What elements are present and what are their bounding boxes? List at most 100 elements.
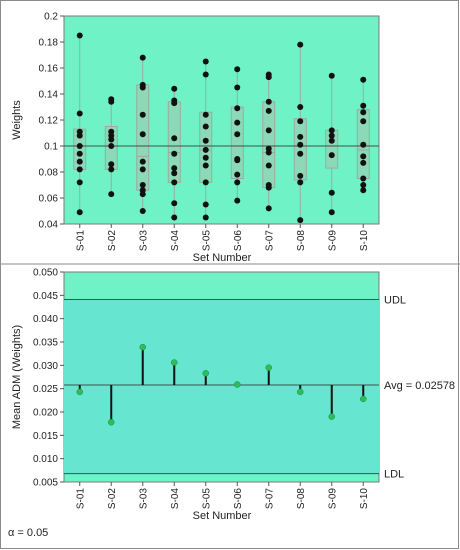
weights-y-tick-label: 0.2	[44, 12, 58, 23]
weight-point	[202, 146, 209, 153]
weight-point	[202, 137, 209, 144]
weight-point	[139, 208, 146, 214]
weight-point	[108, 98, 115, 105]
weight-point	[108, 161, 115, 168]
weight-point	[108, 191, 115, 198]
mean-point	[108, 419, 115, 426]
weight-point	[108, 166, 115, 173]
weight-point	[76, 179, 83, 186]
mean-point	[139, 343, 146, 351]
weights-plot-area	[63, 15, 380, 225]
adm-y-tick-label: 0.020	[33, 408, 58, 419]
weight-point	[202, 214, 209, 221]
weight-point	[360, 175, 367, 182]
weight-point	[234, 197, 241, 204]
box-body	[293, 118, 307, 181]
adm-y-tick-label: 0.050	[33, 268, 58, 279]
mean-point	[360, 395, 367, 403]
weight-point	[76, 209, 83, 216]
weight-point	[265, 127, 272, 134]
weights-x-tick-label: S-02	[107, 230, 118, 252]
weight-point	[202, 123, 209, 130]
weights-by-set-chart: 0.040.060.080.10.120.140.160.180.2 S-01 S…	[11, 12, 380, 264]
weight-point	[171, 135, 178, 142]
weights-x-tick-label: S-03	[138, 230, 149, 252]
mean-point	[297, 388, 304, 396]
weight-point	[108, 143, 115, 149]
weight-point	[108, 136, 115, 143]
weight-point	[360, 102, 367, 109]
adm-x-tick-label: S-07	[264, 488, 275, 510]
weight-point	[328, 137, 335, 144]
adm-x-tick-label: S-04	[170, 488, 181, 510]
adm-x-tick-label: S-06	[233, 488, 244, 510]
weight-point	[297, 141, 304, 148]
adm-x-tick-label: S-01	[75, 488, 86, 510]
mean-point	[328, 413, 335, 420]
weight-point	[171, 179, 178, 186]
weight-point	[360, 141, 367, 148]
box-body	[136, 84, 150, 191]
mean-point	[202, 370, 209, 377]
adm-y-tick-label: 0.030	[33, 361, 58, 372]
adm-y-axis-title: Mean ADM (Weights)	[11, 325, 23, 429]
weight-point	[360, 109, 367, 116]
weights-y-tick-label: 0.14	[39, 90, 59, 101]
weight-point	[297, 104, 304, 110]
weight-point	[234, 66, 241, 73]
weight-point	[202, 179, 209, 186]
weight-point	[297, 133, 304, 140]
weight-point	[360, 153, 367, 160]
adm-y-tick-label: 0.005	[33, 478, 58, 489]
weights-x-tick-label: S-05	[201, 230, 212, 252]
weights-x-axis-title: Set Number	[193, 252, 252, 264]
adm-x-tick-label: S-08	[296, 488, 307, 510]
weight-point	[202, 71, 209, 78]
weight-point	[297, 172, 304, 179]
weight-point	[171, 200, 178, 207]
weight-point	[76, 166, 83, 173]
weight-point	[328, 152, 335, 159]
weight-point	[360, 187, 367, 194]
adm-x-tick-label: S-10	[359, 488, 370, 510]
weight-point	[202, 58, 209, 65]
weight-point	[171, 150, 178, 157]
weight-point	[328, 72, 335, 79]
weights-x-tick-label: S-10	[359, 230, 370, 252]
weights-y-tick-label: 0.12	[39, 116, 59, 127]
weight-point	[297, 41, 304, 48]
mean-point	[265, 364, 272, 371]
weights-y-tick-label: 0.1	[44, 142, 58, 153]
weights-x-tick-label: S-01	[75, 230, 86, 252]
weight-point	[265, 98, 272, 105]
adm-y-tick-labels: 0.005 0.010 0.015 0.020 0.025 0.030 0.035 0.040…	[33, 268, 64, 489]
weight-point	[139, 54, 146, 61]
weight-point	[171, 214, 178, 221]
adm-y-tick-label: 0.040	[33, 314, 58, 325]
decision-limit-band	[64, 299, 379, 474]
weight-point	[297, 118, 304, 125]
weight-point	[139, 158, 146, 165]
weight-point	[297, 217, 304, 224]
weight-point	[76, 158, 83, 165]
weights-x-tick-label: S-07	[264, 230, 275, 252]
mean-point	[234, 381, 241, 388]
weight-point	[76, 110, 83, 117]
mean-point	[76, 388, 83, 396]
weight-point	[76, 132, 83, 139]
weight-point	[360, 118, 367, 125]
udl-label: UDL	[384, 295, 406, 307]
adm-y-tick-label: 0.015	[33, 431, 58, 442]
adm-y-tick-label: 0.035	[33, 338, 58, 349]
weight-point	[139, 191, 146, 198]
weight-point	[297, 179, 304, 186]
weight-point	[328, 209, 335, 216]
avg-label: Avg = 0.02578	[384, 380, 455, 392]
weight-point	[265, 184, 272, 191]
weight-point	[171, 85, 178, 92]
box-body	[262, 101, 276, 189]
weights-y-tick-label: 0.08	[39, 168, 59, 179]
weight-point	[360, 76, 367, 83]
weight-point	[202, 111, 209, 118]
